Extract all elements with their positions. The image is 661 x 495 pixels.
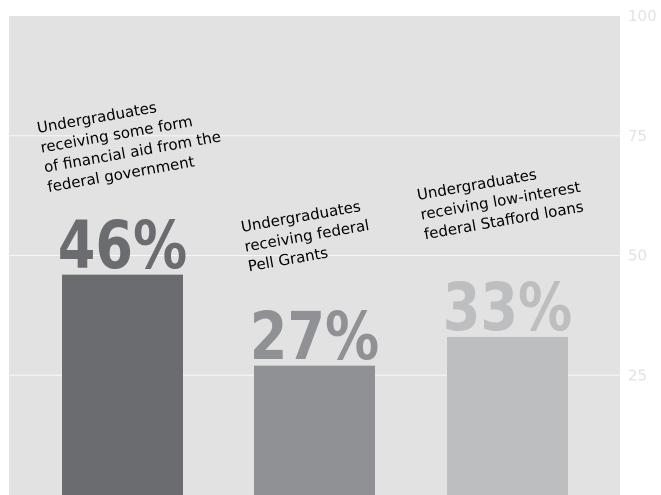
bar-3 [447,336,568,495]
y-tick-label-25: 25 [628,366,647,384]
y-tick-label-50: 50 [628,247,647,265]
y-tick-label-75: 75 [628,127,647,145]
bar-1 [62,274,183,495]
bar-2 [254,365,375,495]
value-label-1: 46% [58,208,188,285]
value-label-3: 33% [443,270,573,347]
value-label-2: 27% [250,299,380,376]
y-tick-label-100: 100 [628,7,657,25]
